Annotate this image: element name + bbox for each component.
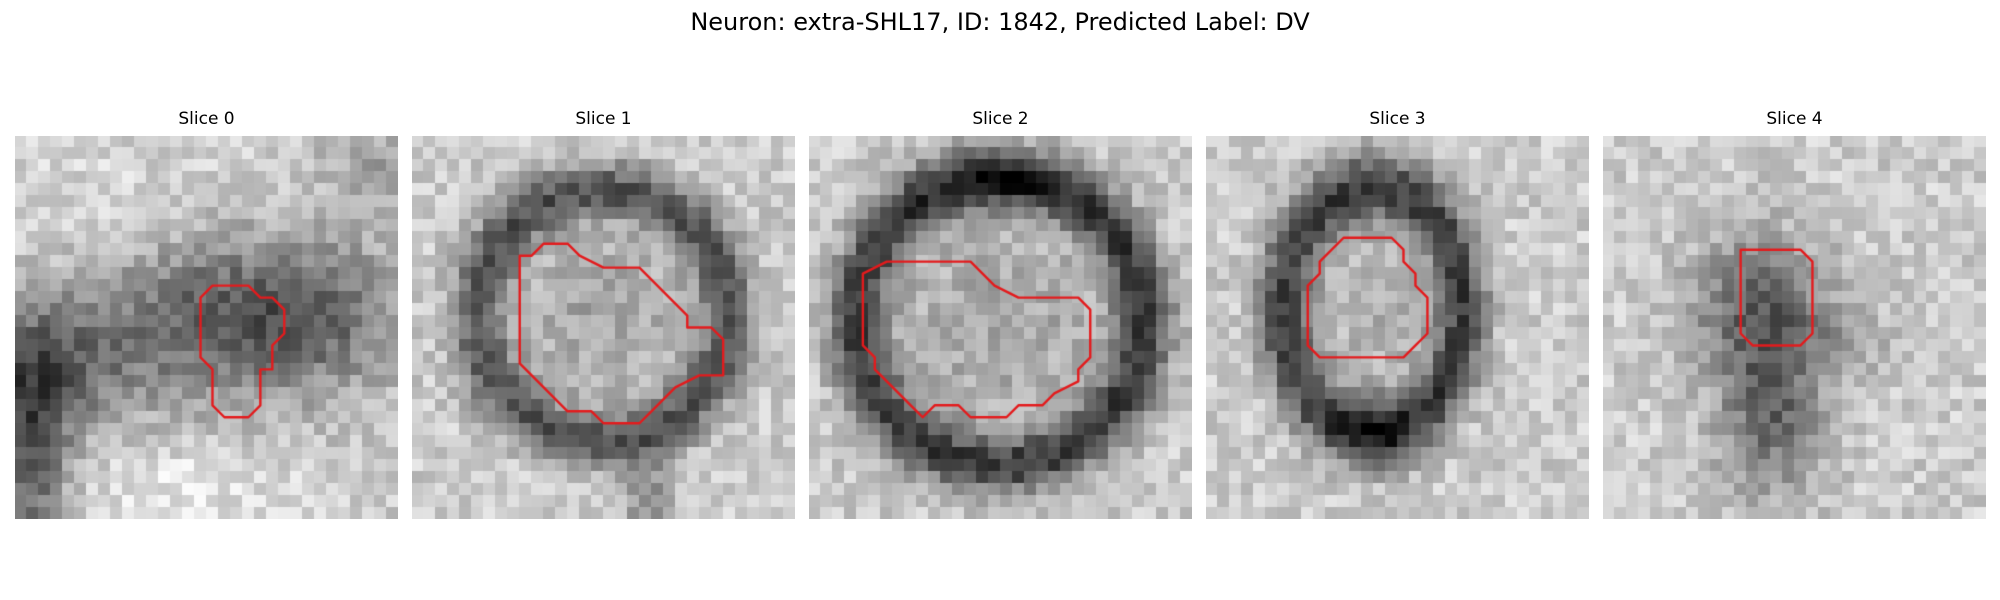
slice-title-2: Slice 2: [972, 109, 1029, 129]
slice-image-0: [15, 136, 398, 519]
slice-panel-0: Slice 0: [15, 108, 398, 519]
slice-title-4: Slice 4: [1766, 109, 1823, 129]
slice-image-2: [809, 136, 1192, 519]
slice-image-1: [412, 136, 795, 519]
slice-image-3: [1206, 136, 1589, 519]
figure-title: Neuron: extra-SHL17, ID: 1842, Predicted…: [690, 8, 1310, 36]
slice-image-4: [1603, 136, 1986, 519]
slice-panel-4: Slice 4: [1603, 108, 1986, 519]
slice-panel-3: Slice 3: [1206, 108, 1589, 519]
slice-title-1: Slice 1: [575, 109, 632, 129]
slice-panel-2: Slice 2: [809, 108, 1192, 519]
slice-panel-1: Slice 1: [412, 108, 795, 519]
slice-title-0: Slice 0: [178, 109, 235, 129]
slice-title-3: Slice 3: [1369, 109, 1426, 129]
